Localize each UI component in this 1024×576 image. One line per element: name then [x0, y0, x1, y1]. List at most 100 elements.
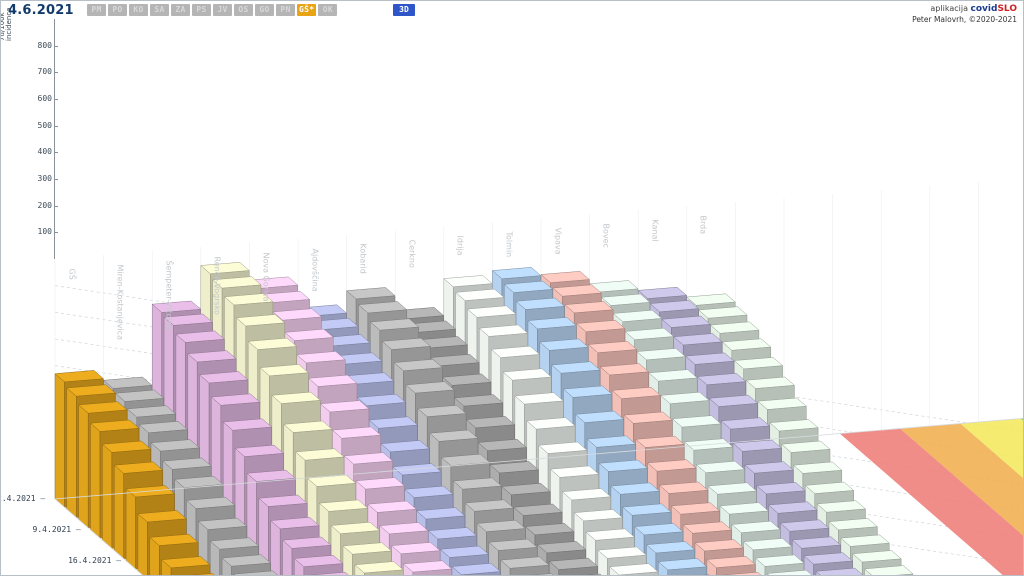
bar-3d: [657, 558, 708, 575]
bar-face-top: [381, 337, 432, 350]
bar-face-top: [574, 410, 625, 423]
bar-face-top: [587, 341, 638, 353]
bar-face-top: [539, 338, 589, 351]
bar-face-top: [499, 556, 550, 569]
bar-face-top: [598, 459, 649, 472]
bar-face-front: [102, 443, 113, 549]
bar-face-top: [540, 271, 591, 283]
bar-face-top: [696, 373, 747, 386]
bar-face-top: [792, 461, 843, 474]
bar-face-top: [815, 567, 864, 575]
bar-face-top: [343, 452, 394, 465]
bar-face-top: [636, 348, 687, 361]
bar-face-top: [369, 318, 420, 331]
bar-face-top: [695, 460, 746, 473]
bar-face-top: [816, 500, 867, 513]
bar-face-top: [271, 391, 321, 404]
bar-face-top: [701, 574, 710, 575]
bar-face-front: [270, 520, 281, 575]
bar-face-top: [102, 376, 153, 389]
bar-face-top: [187, 350, 237, 363]
bar-face-top: [742, 538, 793, 551]
category-back-label-13: Brda: [698, 215, 708, 235]
region-button-pm[interactable]: PM: [87, 4, 106, 16]
bar-face-top: [515, 297, 566, 310]
bar-face-top: [357, 301, 408, 314]
region-button-po[interactable]: PO: [108, 4, 127, 16]
date-tick-text: 16.4.2021: [68, 555, 112, 565]
bar-face-top: [427, 527, 478, 540]
bar-face-top: [379, 522, 429, 535]
region-button-ps[interactable]: PS: [192, 4, 211, 16]
bar-face-top: [503, 280, 554, 293]
bar-face-top: [561, 488, 612, 501]
bar-face-top: [767, 501, 818, 514]
bar-face-top: [623, 411, 673, 424]
bar-face-top: [465, 416, 516, 429]
view-mode-3d-button[interactable]: 3D: [393, 4, 415, 16]
credit-author: Peter Malovrh, ©2020-2021: [912, 15, 1017, 24]
bar-face-top: [319, 400, 370, 413]
bar-face-top: [609, 563, 659, 575]
bar-face-top: [355, 477, 406, 490]
category-back-label-11: Bovec: [601, 223, 611, 249]
bar-face-top: [624, 327, 675, 340]
bar-face-top: [670, 502, 721, 515]
bar-face-top: [476, 519, 526, 532]
bar-face-top: [645, 541, 696, 554]
bar-face-front: [78, 404, 89, 529]
bar-face-top: [356, 393, 407, 406]
bar-face-top: [488, 538, 538, 551]
bar-face-front: [114, 464, 124, 560]
bar-face-top: [852, 550, 902, 563]
bar-face-top: [466, 305, 517, 318]
region-button-pn[interactable]: PN: [276, 4, 295, 16]
region-button-go[interactable]: GO: [255, 4, 274, 16]
bar-face-top: [126, 405, 177, 418]
bar-face-top: [610, 482, 660, 495]
bar-face-top: [114, 389, 165, 402]
category-back-label-1: Miren-Kostanjevica: [115, 264, 125, 340]
region-button-group: PM PO KO SA ZA PS JV OS GO PN GŠ* OK: [87, 4, 338, 16]
date-tick-label: 2.4.2021 –: [1, 494, 45, 503]
bar-face-top: [514, 392, 564, 405]
region-button-jv[interactable]: JV: [213, 4, 232, 16]
bar-face-top: [863, 565, 914, 575]
category-back-label-0: GŠ: [67, 268, 77, 280]
region-button-sa[interactable]: SA: [150, 4, 169, 16]
region-button-os[interactable]: OS: [234, 4, 253, 16]
bar-face-top: [600, 293, 651, 306]
region-button-ko[interactable]: KO: [129, 4, 148, 16]
threshold-band-green: [1020, 418, 1023, 421]
bar-face-front: [137, 513, 148, 575]
bar-face-top: [732, 439, 783, 452]
y-tick-label-600: 600: [37, 94, 52, 103]
bar-face-top: [527, 317, 577, 330]
y-tick-label-500: 500: [37, 120, 52, 130]
bar-face-top: [490, 345, 541, 358]
bar-face-top: [708, 394, 759, 407]
bar-face-top: [548, 557, 599, 570]
region-button-ok[interactable]: OK: [318, 4, 338, 16]
bar-3d: [585, 573, 602, 575]
bar-3d: [499, 556, 550, 575]
region-button-g[interactable]: GŠ*: [297, 4, 317, 16]
y-tick-label-400: 400: [37, 147, 52, 157]
bar-face-top: [390, 542, 441, 555]
bar-3d: [706, 556, 756, 575]
bar-3d: [863, 565, 914, 575]
bar-face-top: [258, 494, 308, 507]
chart-bars-3d: [54, 262, 914, 575]
bar-3d: [293, 555, 344, 575]
bar-face-top: [622, 503, 672, 516]
bar-face-top: [221, 554, 272, 567]
region-button-za[interactable]: ZA: [171, 4, 190, 16]
bar-face-top: [185, 496, 236, 509]
bar-face-top: [160, 556, 211, 569]
bar-face-top: [101, 440, 152, 453]
date-tick-dash: –: [111, 555, 122, 565]
bar-face-top: [537, 441, 588, 454]
